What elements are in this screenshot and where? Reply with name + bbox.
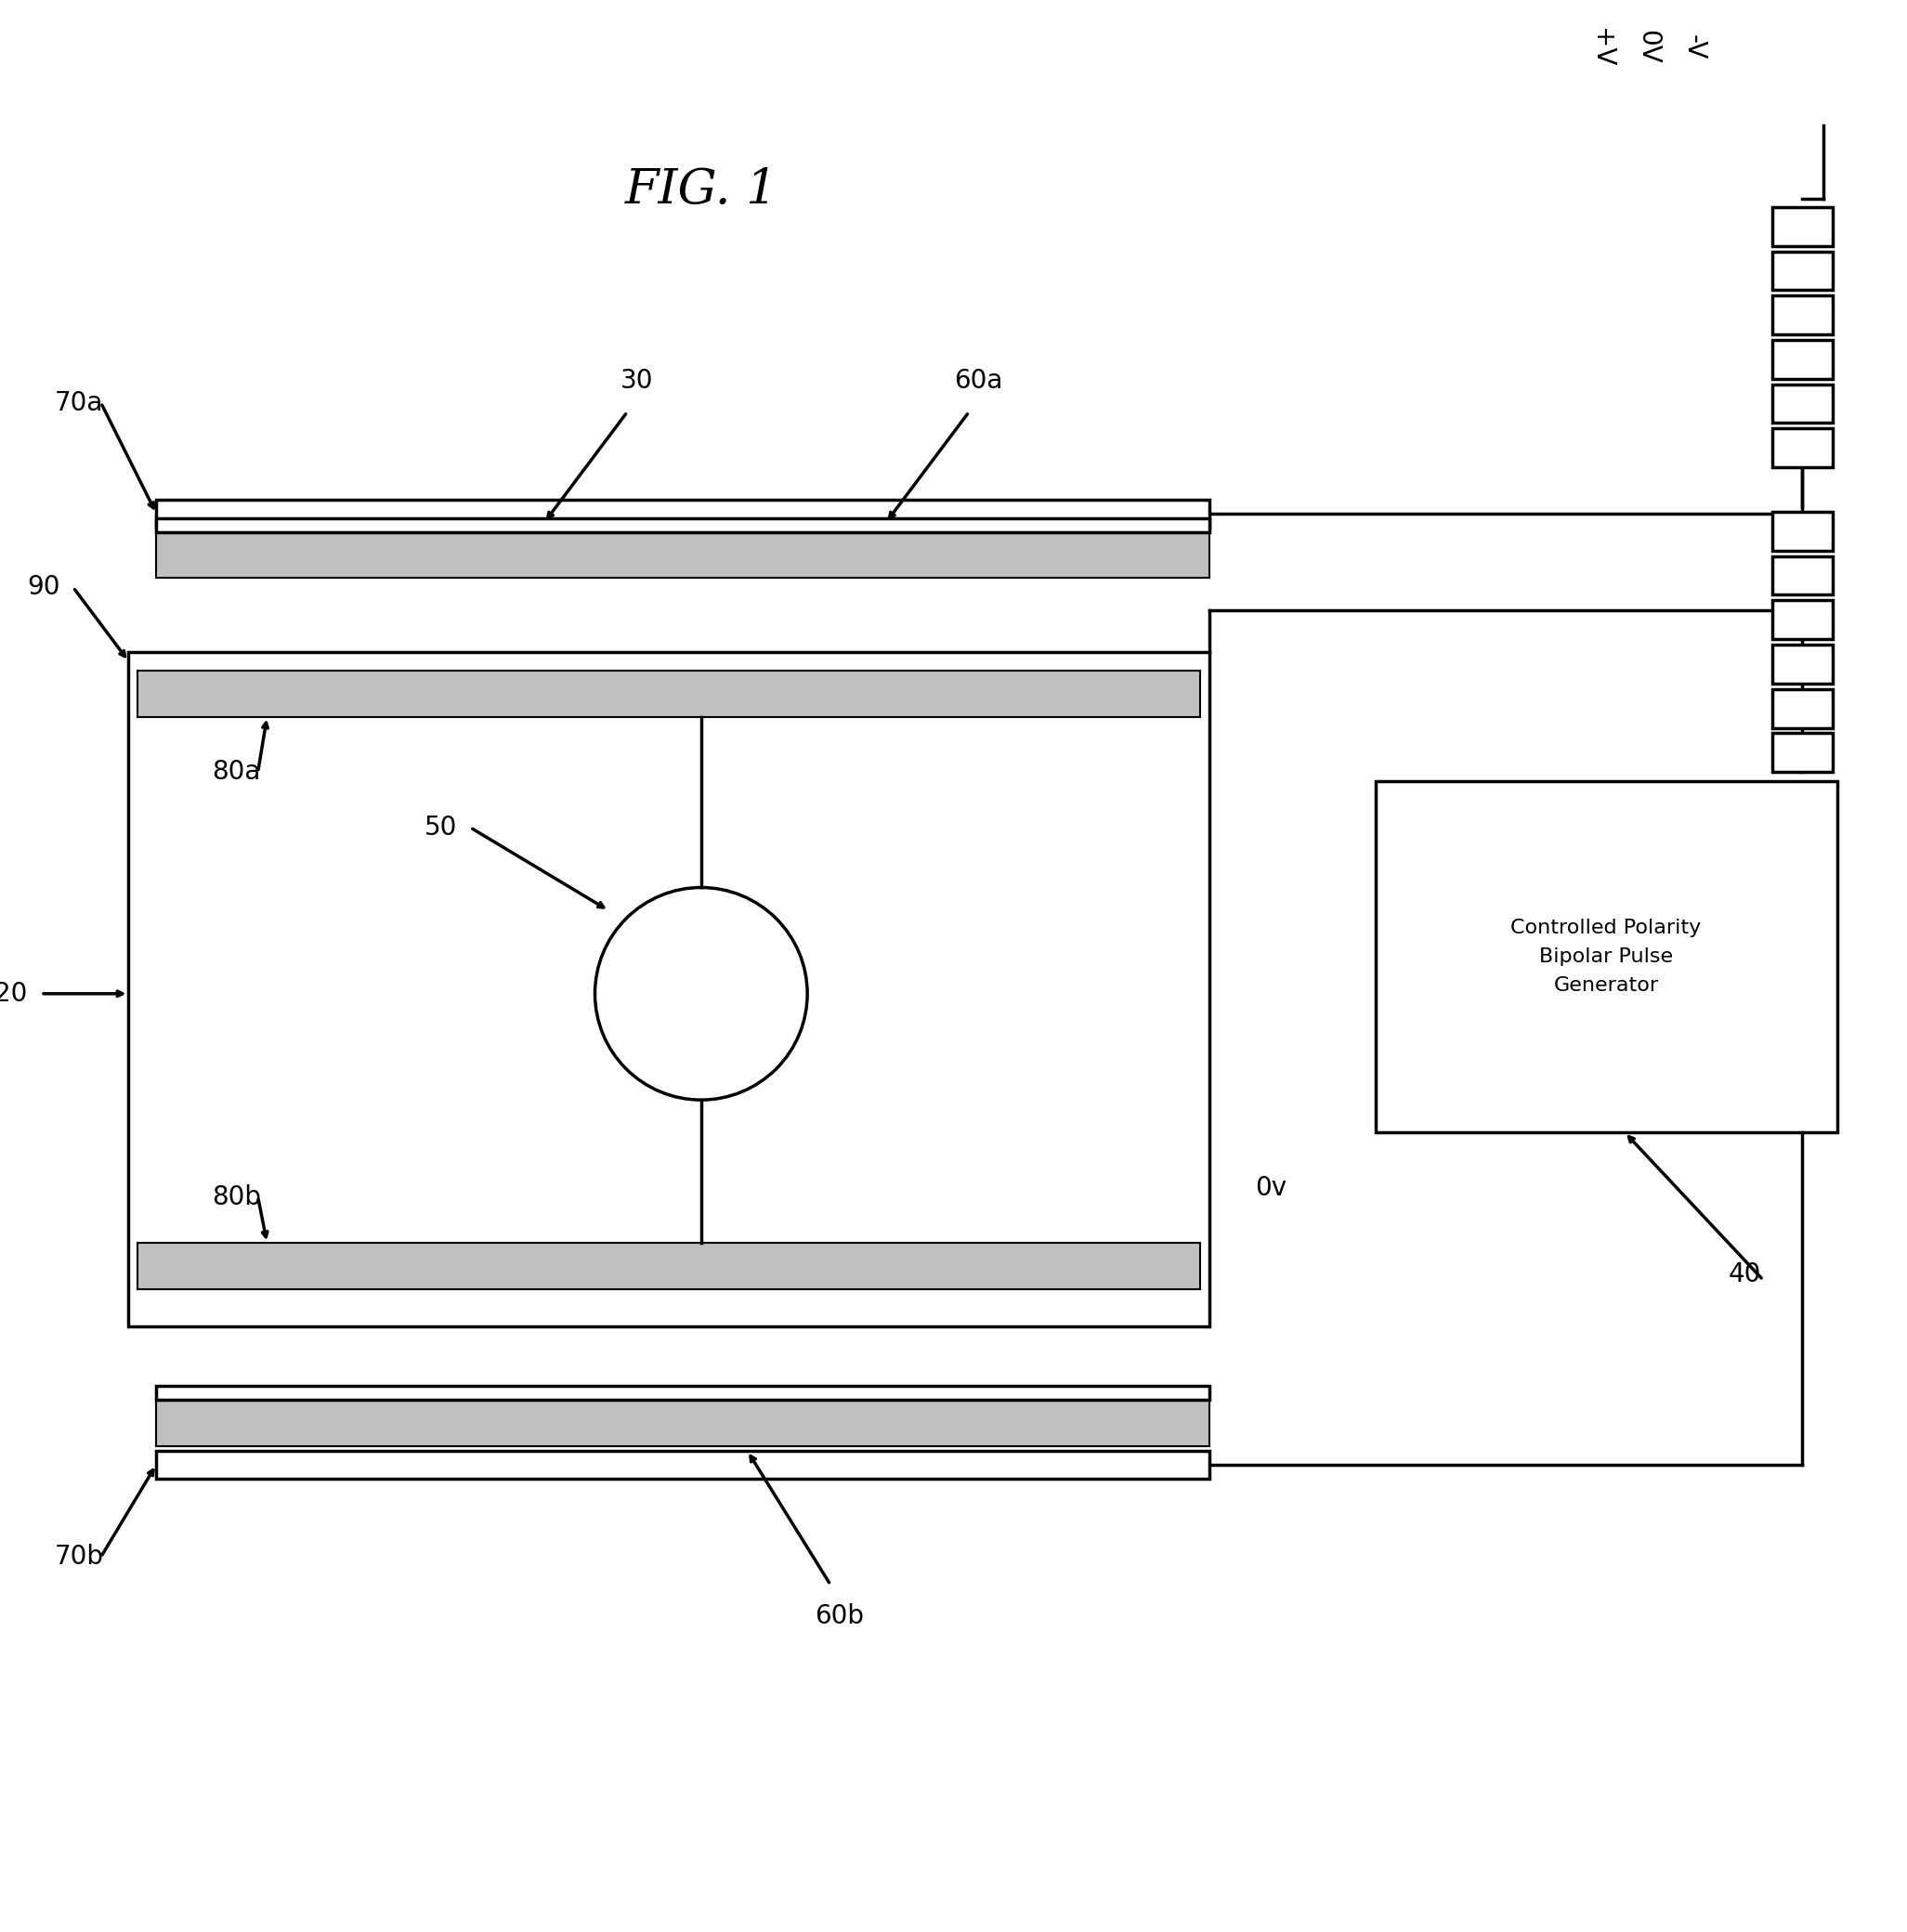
Text: 70a: 70a [55,390,103,415]
Circle shape [595,887,807,1099]
Bar [156,531,1209,578]
Bar [137,670,1200,717]
Bar [128,651,1209,1325]
Text: 30: 30 [620,367,652,394]
Text: 60a: 60a [954,367,1003,394]
Text: Controlled Polarity
Bipolar Pulse
Generator: Controlled Polarity Bipolar Pulse Genera… [1510,918,1701,995]
Bar [137,1242,1200,1289]
Bar [1772,645,1833,684]
Bar [156,531,1209,578]
Text: 80a: 80a [212,759,261,784]
Bar [156,1385,1209,1401]
Bar [1772,296,1833,334]
Bar [1772,429,1833,468]
Bar [137,670,1200,717]
Text: +V: +V [1589,27,1615,68]
Bar [1772,601,1833,639]
Bar [156,1451,1209,1478]
Bar [1772,734,1833,773]
Text: 90: 90 [27,574,59,601]
Text: 40: 40 [1728,1262,1760,1287]
Text: 0V: 0V [1634,31,1661,64]
Text: 80b: 80b [212,1184,261,1209]
Bar [1772,690,1833,728]
Text: -V: -V [1680,35,1707,60]
Bar [156,518,1209,531]
Text: 50: 50 [423,815,458,840]
Text: 60b: 60b [814,1604,864,1629]
Bar [1772,512,1833,551]
Bar [137,1242,1200,1289]
Bar [156,1401,1209,1447]
Bar [1772,384,1833,423]
Bar [156,1401,1209,1447]
Text: FIG. 1: FIG. 1 [625,166,778,214]
Bar [1772,251,1833,290]
Text: 70b: 70b [55,1544,105,1571]
Text: 20: 20 [0,981,27,1007]
Text: 0v: 0v [1255,1175,1287,1200]
Bar [1375,781,1836,1132]
Bar [1772,556,1833,595]
Bar [156,500,1209,527]
Bar [1772,340,1833,379]
Bar [1772,207,1833,245]
